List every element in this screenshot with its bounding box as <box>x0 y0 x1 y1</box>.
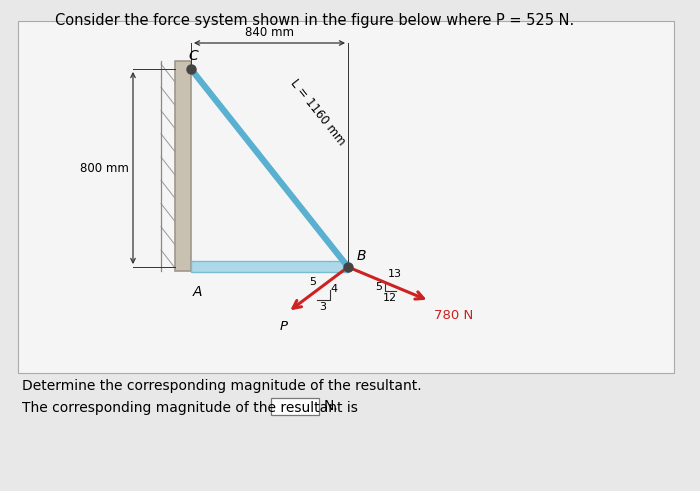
Text: A: A <box>193 285 202 299</box>
Bar <box>175 61 191 271</box>
Text: N.: N. <box>324 400 339 413</box>
Text: 5: 5 <box>309 277 316 287</box>
Text: 780 N: 780 N <box>434 309 473 322</box>
Text: C: C <box>188 49 197 63</box>
Text: 5: 5 <box>376 282 383 292</box>
Text: Consider the force system shown in the figure below where P = 525 N.: Consider the force system shown in the f… <box>55 13 574 28</box>
Text: P: P <box>280 320 288 333</box>
Text: B: B <box>357 249 367 263</box>
Text: The corresponding magnitude of the resultant is: The corresponding magnitude of the resul… <box>22 401 358 415</box>
Text: L = 1160 mm: L = 1160 mm <box>288 77 348 148</box>
Bar <box>191 261 348 272</box>
Text: 13: 13 <box>388 269 402 279</box>
Bar <box>271 398 319 415</box>
Text: 4: 4 <box>331 284 338 295</box>
Text: 840 mm: 840 mm <box>245 26 294 39</box>
Text: Determine the corresponding magnitude of the resultant.: Determine the corresponding magnitude of… <box>22 379 421 393</box>
Text: 3: 3 <box>319 302 326 312</box>
Text: 800 mm: 800 mm <box>80 162 129 174</box>
Text: 12: 12 <box>383 293 397 303</box>
Bar <box>18 21 674 373</box>
